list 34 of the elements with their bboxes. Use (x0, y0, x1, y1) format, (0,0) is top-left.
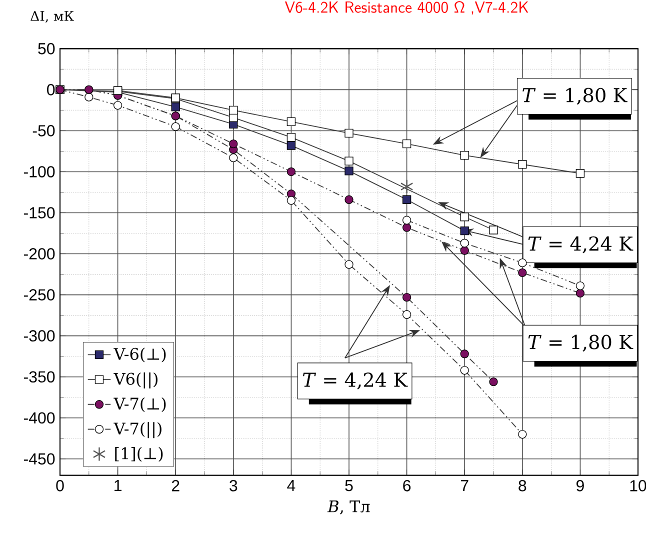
x-tick-label: 0 (56, 480, 64, 492)
y-tick-label: -300 (24, 330, 55, 342)
y-tick-label: -350 (24, 371, 55, 383)
x-tick-label: 5 (345, 480, 353, 492)
x-tick-label: 7 (460, 480, 468, 492)
x-tick-label: 4 (287, 480, 296, 492)
y-tick-label: 50 (38, 43, 55, 54)
y-axis-title: ΔI, мК (30, 11, 74, 23)
y-tick-label: -250 (24, 289, 55, 300)
x-tick-label: 3 (230, 480, 238, 492)
x-tick-label: 1 (114, 480, 122, 492)
annotation: T = 4,24 K (302, 372, 408, 390)
annotation: T = 1,80 K (528, 334, 634, 352)
x-tick-label: 2 (172, 480, 180, 492)
x-tick-label: 8 (518, 480, 526, 492)
y-tick-label: -100 (24, 166, 55, 178)
legend-label: V6(||) (114, 372, 158, 388)
legend-label: [1](⊥) (115, 447, 163, 462)
y-tick-label: -450 (24, 453, 55, 465)
y-tick-label: 0 (47, 84, 55, 96)
x-tick-label: 6 (403, 480, 411, 492)
annotation: T = 4,24 K (528, 236, 634, 254)
y-tick-label: -400 (24, 412, 55, 424)
legend-label: V-7(⊥) (114, 397, 166, 412)
x-axis-title: B, Тл (327, 500, 370, 514)
annotation: T = 1,80 K (522, 88, 628, 105)
y-tick-label: -200 (24, 248, 55, 260)
chart-title: V6-4.2K Resistance 4000 Ω ,V7-4.2K (284, 1, 528, 15)
legend-label: V-6(⊥) (114, 348, 166, 362)
y-tick-label: -150 (24, 207, 55, 218)
x-tick-label: 9 (576, 480, 584, 492)
y-tick-label: -50 (32, 125, 55, 136)
x-tick-label: 10 (630, 480, 646, 492)
legend-label: V-7(||) (114, 422, 162, 438)
